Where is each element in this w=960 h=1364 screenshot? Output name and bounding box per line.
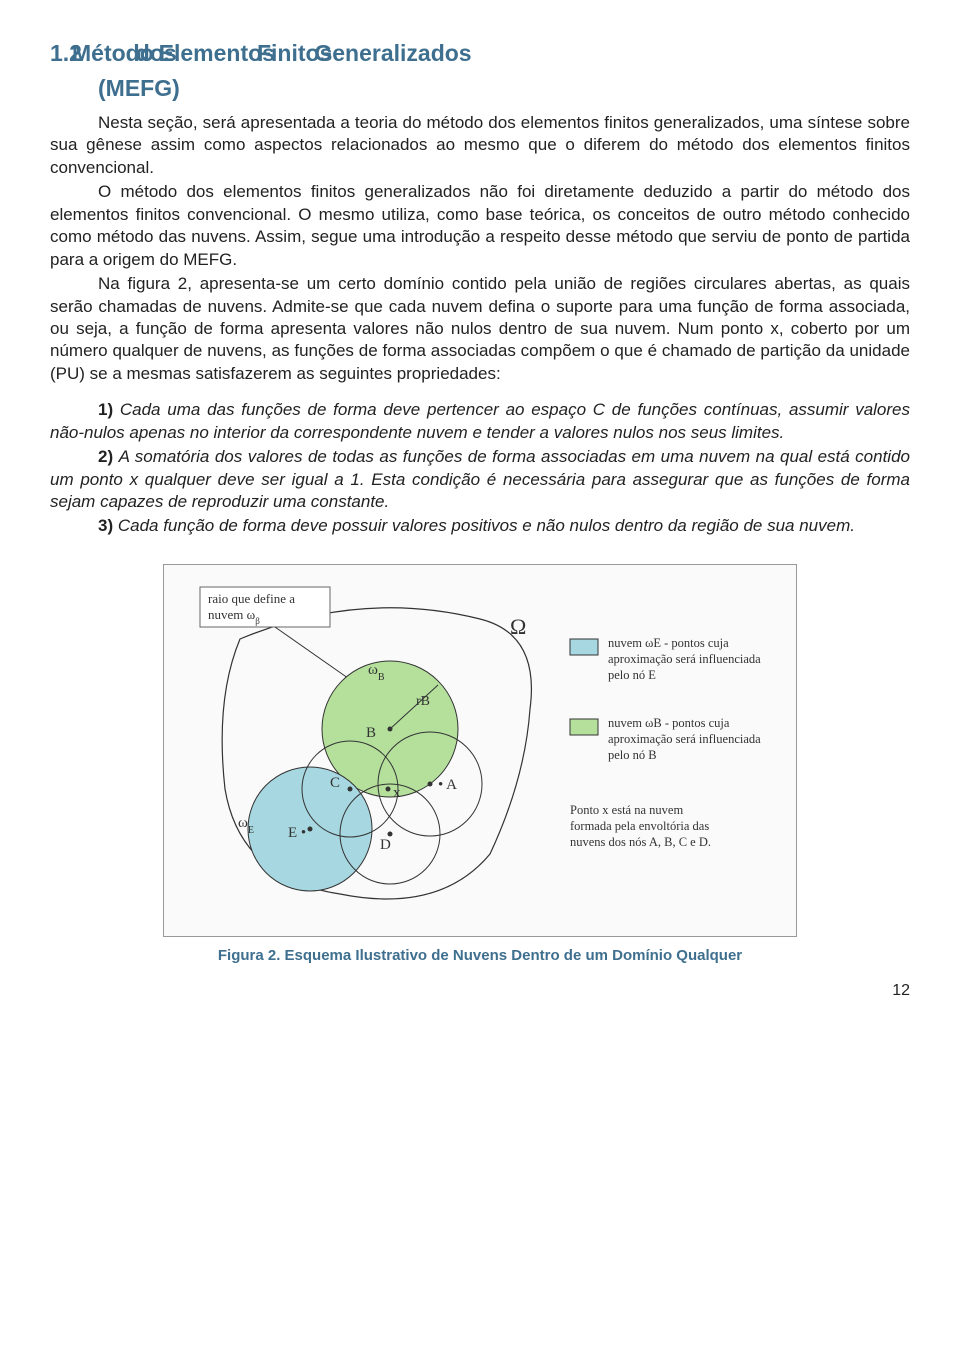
legend2b: aproximação será influenciada [608,732,761,746]
label-A: • A [438,777,457,793]
node-e-dot [308,826,313,831]
node-b-dot [388,726,393,731]
prop2-num: 2) [98,447,119,466]
properties-list: 1) Cada uma das funções de forma deve pe… [50,399,910,538]
label-E: E • [288,825,306,841]
legend3a: Ponto x está na nuvem [570,803,683,817]
prop3-text: Cada função de forma deve possuir valore… [118,516,855,535]
legend2a: nuvem ωB - pontos cuja [608,716,730,730]
legend3c: nuvens dos nós A, B, C e D. [570,835,711,849]
heading-w5: Generalizados [354,40,471,67]
figure-caption: Figura 2. Esquema Ilustrativo de Nuvens … [50,947,910,964]
paragraph-3: Na figura 2, apresenta-se um certo domín… [50,273,910,385]
property-2: 2) A somatória dos valores de todas as f… [50,446,910,513]
page-number: 12 [50,982,910,1000]
paragraph-2: O método dos elementos finitos generaliz… [50,181,910,271]
node-c-dot [348,786,353,791]
paragraph-1: Nesta seção, será apresentada a teoria d… [50,112,910,179]
property-3: 3) Cada função de forma deve possuir val… [50,515,910,537]
label-rB: rB [416,694,430,709]
figure-box: raio que define a nuvem ωβ rB B C • A [163,564,797,937]
label-B: B [366,725,376,741]
radius-label-line1: raio que define a [208,591,295,606]
node-a-dot [428,781,433,786]
legend1b: aproximação será influenciada [608,652,761,666]
label-D: D [380,837,391,853]
figure-svg: raio que define a nuvem ωβ rB B C • A [180,579,780,919]
prop2-text: A somatória dos valores de todas as funç… [50,447,910,511]
label-omega: Ω [510,614,526,639]
label-x: x [393,785,401,801]
legend-swatch-blue [570,639,598,655]
prop3-num: 3) [98,516,118,535]
property-1: 1) Cada uma das funções de forma deve pe… [50,399,910,444]
prop1-text: Cada uma das funções de forma deve perte… [50,400,910,441]
legend-swatch-green [570,719,598,735]
section-heading: 1.2 Método dos Elementos Finitos General… [50,40,910,67]
legend1a: nuvem ωE - pontos cuja [608,636,729,650]
prop1-num: 1) [98,400,120,419]
label-C: C [330,775,340,791]
heading-abbrev: (MEFG) [50,75,910,102]
legend3b: formada pela envoltória das [570,819,709,833]
node-x-dot [386,786,391,791]
legend1c: pelo nó E [608,668,656,682]
legend2c: pelo nó B [608,748,657,762]
figure-container: raio que define a nuvem ωβ rB B C • A [50,564,910,964]
node-d-dot [388,831,393,836]
